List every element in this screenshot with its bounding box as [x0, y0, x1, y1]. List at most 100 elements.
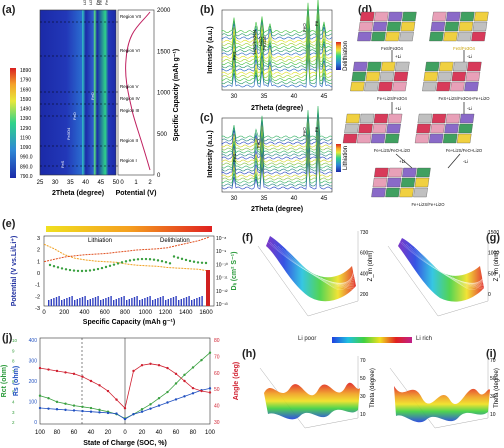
b-peak-label: Fe: [314, 20, 319, 26]
gitt-bar: [58, 296, 60, 306]
gitt-bar: [149, 296, 151, 306]
dli-point: [124, 260, 128, 263]
crystal-cell: [374, 167, 389, 178]
x-tick: 0: [123, 430, 127, 436]
c-colorbar: [336, 144, 341, 172]
rs-tick: 400: [29, 338, 38, 344]
colorbar-tick: 890.0: [20, 164, 33, 170]
gitt-bar: [115, 299, 117, 306]
z-tick: 10: [360, 412, 366, 418]
crystal-cell: [365, 71, 381, 82]
panel-j-label: (j): [2, 332, 13, 344]
crystal-cell: [424, 61, 440, 72]
crystal-cell: [452, 61, 468, 72]
b-peak-label: Li2O: [258, 36, 263, 46]
gitt-bar: [110, 296, 112, 306]
f-surface: [266, 236, 356, 302]
z-tick: 0: [488, 292, 491, 298]
crystal-cell: [388, 11, 403, 22]
x-tick: 45: [321, 94, 328, 100]
capacity-tick: 1500: [157, 49, 171, 55]
svg-text:Z_im (ohm): Z_im (ohm): [494, 251, 500, 282]
rct-tick: 2: [12, 420, 15, 425]
z-tick: 1000: [488, 251, 499, 257]
gitt-bar: [74, 300, 76, 306]
colorbar-tick: 1290: [20, 126, 31, 132]
crystal-cell: [388, 167, 403, 178]
x-tick: 40: [88, 430, 95, 436]
colorbar-tick: 1490: [20, 107, 31, 113]
colorbar-tick: 1790: [20, 78, 31, 84]
gitt-bar: [126, 300, 128, 306]
gitt-bar: [157, 298, 159, 306]
c-peak-label: FeO: [256, 139, 261, 148]
dli-point: [176, 256, 180, 259]
rs-tick: 200: [29, 379, 38, 385]
x-tick: 1400: [179, 310, 193, 316]
svg-text:2Theta (degree): 2Theta (degree): [251, 105, 303, 112]
crystal-cell: [370, 133, 386, 144]
x-tick: 800: [120, 310, 131, 316]
gitt-bar: [159, 297, 162, 306]
gitt-bar: [76, 299, 78, 306]
rs-tick: 300: [29, 359, 38, 365]
xrd-trace: [221, 154, 333, 190]
crystal-cell: [394, 61, 410, 72]
a-peak-label: Li2O: [82, 0, 87, 5]
svg-text:Specific Capacity (mAh g⁻¹): Specific Capacity (mAh g⁻¹): [83, 319, 175, 326]
surface-mesh-line: [285, 249, 355, 284]
lithiation-arrow: [46, 226, 212, 232]
crystal-cell: [393, 71, 409, 82]
xrd-trace: [221, 50, 333, 88]
xrd-trace: [221, 23, 333, 59]
surface-mesh-line: [417, 249, 487, 284]
angle-tick: 60: [214, 371, 220, 377]
gitt-bar: [133, 297, 136, 306]
crystal-cell: [458, 123, 473, 134]
z-tick: 200: [360, 292, 369, 298]
xrd-trace: [221, 145, 333, 178]
panel-a-label: (a): [2, 4, 16, 16]
crystal-cell: [458, 21, 474, 32]
crystal-cell: [366, 61, 382, 72]
panel-a-heatmap: 1890 1790 1690 1590 1490 1390 1290 1190 1090 990.…: [10, 0, 180, 197]
dli-point: [72, 269, 76, 272]
svg-text:Potential (V vs.Li/Li⁺): Potential (V vs.Li/Li⁺): [11, 236, 18, 307]
dli-point: [108, 264, 112, 268]
crystal-cell: [359, 113, 375, 124]
dli-point: [200, 261, 204, 265]
panel-c-label: (c): [200, 112, 214, 124]
e-yright-tick: 10⁻¹⁰: [216, 262, 228, 268]
step-arrow: [395, 153, 413, 169]
voltage-curve: [125, 11, 151, 171]
xrd-trace: [221, 13, 333, 50]
dli-point: [116, 262, 120, 265]
xrd-trace: [221, 28, 333, 66]
b-colorbar: [336, 42, 341, 70]
crystal-cell: [428, 133, 444, 144]
gitt-bar: [89, 299, 91, 306]
crystal-cell: [386, 123, 401, 134]
svg-text:2Theta (degree): 2Theta (degree): [251, 206, 303, 213]
crystal-cell: [471, 31, 486, 42]
gitt-bar: [66, 298, 68, 306]
crystal-cell: [436, 81, 451, 92]
gitt-bar: [185, 297, 188, 306]
z-tick: 400: [360, 271, 369, 277]
crystal-cell: [459, 113, 475, 124]
state-label: Fe+Li2S/Fe+Li2O: [411, 202, 445, 207]
svg-text:Dₗᵢ (cm² S⁻¹): Dₗᵢ (cm² S⁻¹): [231, 252, 238, 291]
dli-point: [84, 269, 88, 273]
z-tick: 50: [490, 376, 496, 382]
e-yleft-tick: 0: [37, 271, 40, 277]
e-yright-tick: 10⁻¹²: [216, 289, 228, 295]
dli-point: [196, 261, 200, 264]
crystal-cell: [378, 81, 393, 92]
rct-tick: 6: [12, 379, 15, 384]
x-tick: 100: [35, 430, 46, 436]
xrd-trace: [221, 131, 333, 166]
x-tick: 200: [59, 310, 70, 316]
step-arrow: [447, 153, 461, 169]
a-xtick: 40: [82, 180, 89, 186]
dli-point: [136, 258, 140, 261]
